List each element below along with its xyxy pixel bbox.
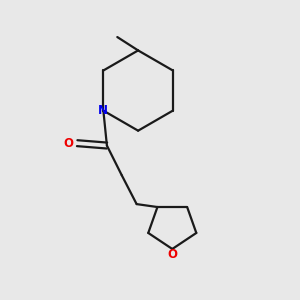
- Text: O: O: [167, 248, 177, 261]
- Text: N: N: [98, 104, 108, 117]
- Text: O: O: [64, 137, 74, 150]
